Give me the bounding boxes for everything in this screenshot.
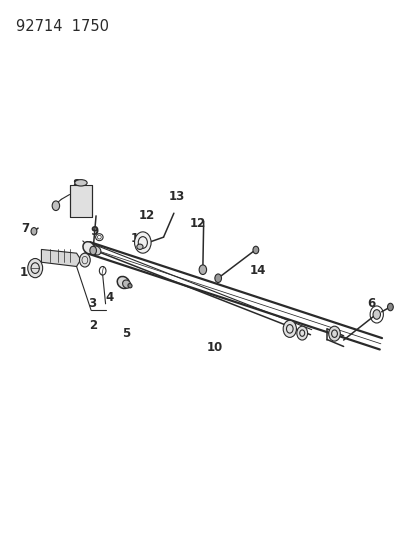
Ellipse shape bbox=[136, 244, 143, 249]
Ellipse shape bbox=[117, 277, 129, 288]
Polygon shape bbox=[41, 249, 81, 266]
Text: 10: 10 bbox=[206, 341, 222, 354]
Text: 92714  1750: 92714 1750 bbox=[16, 19, 109, 34]
Circle shape bbox=[79, 253, 90, 267]
Text: 5: 5 bbox=[122, 327, 131, 340]
Text: 8: 8 bbox=[72, 179, 80, 191]
Circle shape bbox=[28, 259, 43, 278]
Circle shape bbox=[372, 310, 380, 319]
Ellipse shape bbox=[83, 241, 95, 254]
Circle shape bbox=[328, 326, 339, 341]
Circle shape bbox=[199, 265, 206, 274]
Ellipse shape bbox=[122, 280, 131, 288]
Circle shape bbox=[134, 232, 151, 253]
Circle shape bbox=[387, 303, 392, 311]
Text: 1: 1 bbox=[20, 266, 28, 279]
Circle shape bbox=[296, 326, 307, 340]
Text: 2: 2 bbox=[88, 319, 97, 332]
Circle shape bbox=[214, 274, 221, 282]
Text: 13: 13 bbox=[168, 190, 184, 203]
Text: 6: 6 bbox=[366, 297, 375, 310]
Text: 3: 3 bbox=[88, 297, 96, 310]
Text: 12: 12 bbox=[138, 209, 155, 222]
Circle shape bbox=[252, 246, 258, 254]
Text: 9: 9 bbox=[90, 225, 98, 238]
Ellipse shape bbox=[128, 284, 132, 288]
Text: 7: 7 bbox=[21, 222, 30, 235]
Text: 14: 14 bbox=[249, 264, 265, 277]
Text: 12: 12 bbox=[189, 217, 205, 230]
Bar bbox=[69, 185, 92, 217]
Circle shape bbox=[90, 246, 96, 255]
Text: 4: 4 bbox=[105, 292, 114, 304]
Ellipse shape bbox=[75, 180, 87, 186]
Text: 11: 11 bbox=[131, 232, 147, 245]
Circle shape bbox=[282, 320, 296, 337]
Ellipse shape bbox=[92, 246, 101, 255]
Circle shape bbox=[52, 201, 59, 211]
Circle shape bbox=[31, 228, 37, 235]
